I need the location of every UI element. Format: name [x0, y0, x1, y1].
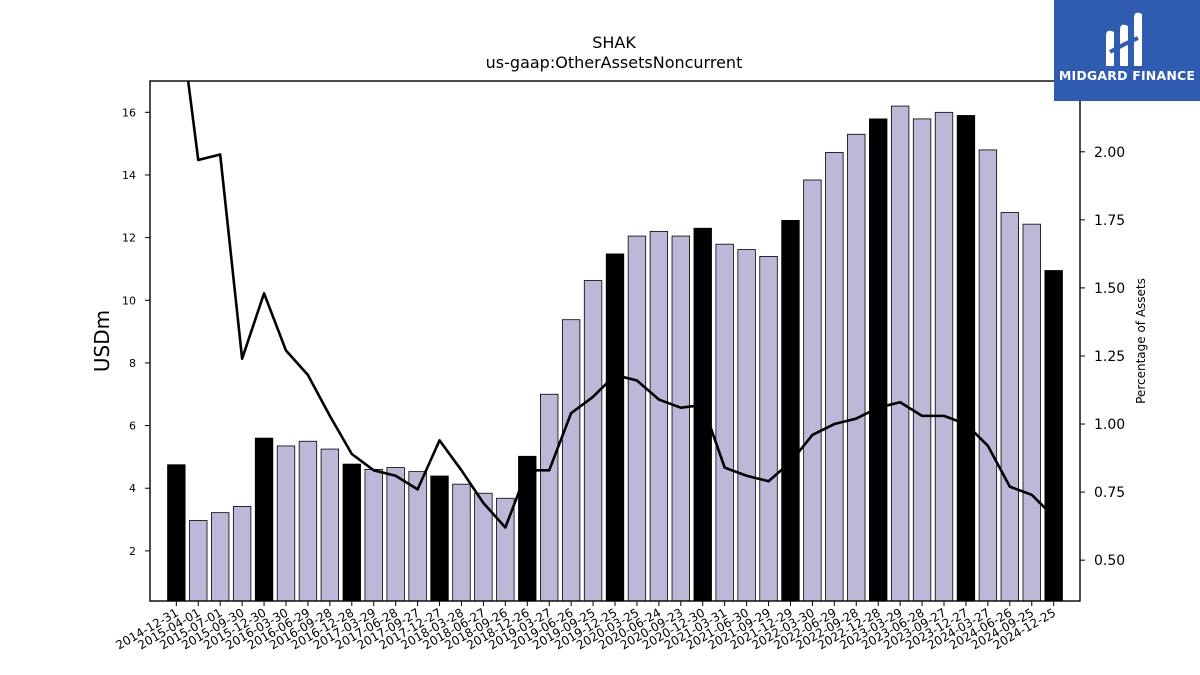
- bar: [189, 520, 208, 602]
- bar: [1022, 223, 1041, 602]
- bar: [320, 448, 340, 602]
- bar: [890, 105, 910, 602]
- bar: [671, 235, 690, 602]
- axes-group: 2 4 6 8 10 12 14 16 0.50 0.75 1.00 1.25 1.50 1.75 2.00…: [113, 80, 1125, 652]
- bar: [232, 505, 252, 602]
- bar: [276, 445, 296, 602]
- y-tick-label: 14: [122, 169, 136, 182]
- bar: [934, 111, 954, 602]
- bar: [1044, 270, 1063, 602]
- line-group: [186, 81, 1055, 529]
- brand-mark-icon: [1106, 12, 1142, 67]
- y2-tick-label: 0.75: [1094, 485, 1125, 501]
- bar: [693, 227, 712, 602]
- bar: [583, 280, 603, 602]
- bar: [956, 115, 976, 602]
- y-tick-label: 4: [129, 482, 136, 495]
- bar: [540, 393, 559, 602]
- bar: [759, 256, 778, 602]
- bar: [649, 230, 669, 602]
- brand-name: MIDGARD FINANCE: [1058, 68, 1196, 83]
- y-tick-label: 10: [122, 294, 136, 307]
- bar: [627, 235, 647, 602]
- bar: [737, 249, 756, 602]
- y-tick-label: 16: [122, 106, 136, 119]
- y-tick-label: 2: [129, 545, 136, 558]
- bar: [605, 253, 625, 602]
- brand-logo: MIDGARD FINANCE: [1054, 0, 1200, 101]
- bar: [408, 471, 427, 602]
- bar: [167, 464, 186, 602]
- y-tick-label: 8: [129, 357, 136, 370]
- bar: [803, 179, 822, 602]
- y2-tick-label: 1.00: [1094, 417, 1125, 433]
- bar: [254, 437, 274, 602]
- bar: [715, 243, 734, 602]
- chart-subtitle: us-gaap:OtherAssetsNoncurrent: [486, 53, 743, 72]
- chart-title: SHAK: [592, 33, 636, 52]
- bar: [781, 219, 800, 602]
- bar: [825, 152, 844, 602]
- bar: [561, 319, 581, 602]
- bar: [978, 149, 998, 602]
- bar: [869, 118, 888, 602]
- y2-tick-label: 1.50: [1094, 281, 1125, 297]
- y2-tick-label: 2.00: [1094, 145, 1125, 161]
- bar: [342, 463, 361, 602]
- y-tick-label: 6: [129, 420, 136, 433]
- bars-group: [167, 105, 1063, 602]
- y2-tick-label: 1.75: [1094, 213, 1125, 229]
- bar: [364, 469, 383, 602]
- y2-axis-label: Percentage of Assets: [1134, 278, 1148, 404]
- bar: [452, 483, 471, 602]
- y-tick-label: 12: [122, 232, 136, 245]
- y2-tick-label: 1.25: [1094, 349, 1125, 365]
- bar: [430, 475, 449, 602]
- bar: [912, 118, 932, 602]
- bar: [298, 440, 318, 602]
- bar: [518, 455, 537, 602]
- bar: [1000, 212, 1019, 602]
- bar: [211, 512, 230, 602]
- bar: [847, 133, 866, 602]
- y-axis-label: USDm: [90, 310, 114, 372]
- bar: [386, 467, 405, 602]
- percentage-line: [186, 81, 1055, 529]
- y2-tick-label: 0.50: [1094, 553, 1125, 569]
